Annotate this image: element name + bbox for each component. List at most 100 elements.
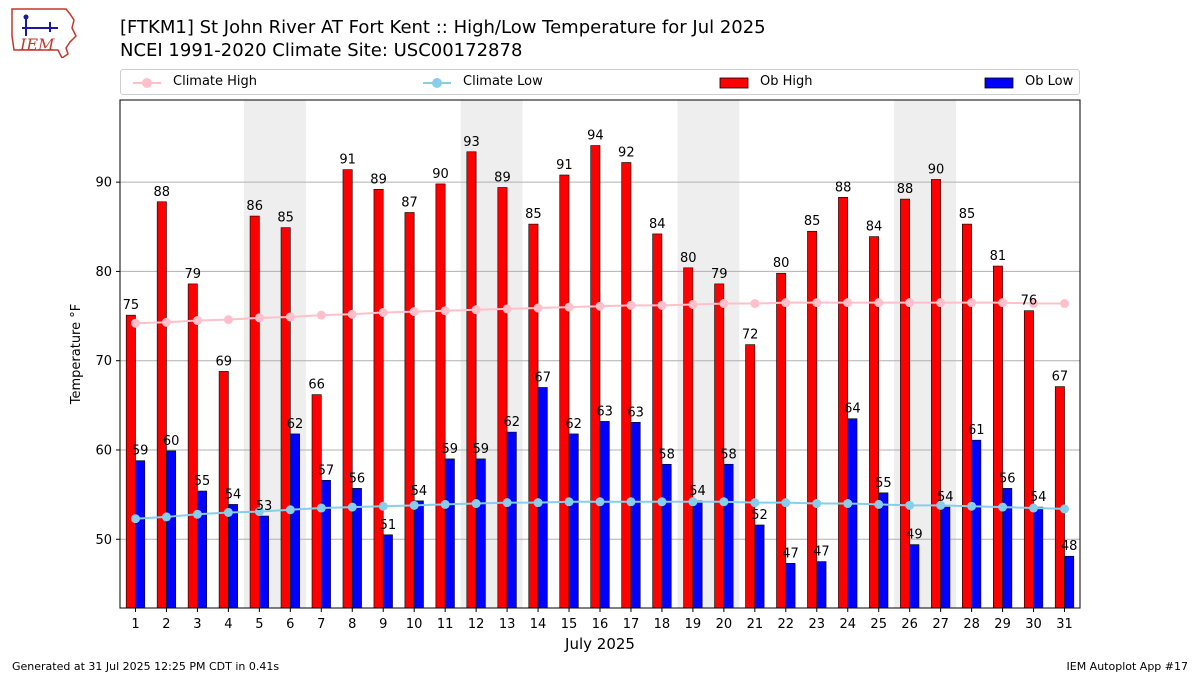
x-tick-label: 1 bbox=[131, 617, 139, 632]
climate-low-point bbox=[471, 499, 481, 509]
climate-low-point bbox=[719, 497, 729, 507]
climate-high-point bbox=[843, 298, 853, 308]
legend-label-climate-low: Climate Low bbox=[463, 74, 543, 89]
ob-high-label: 84 bbox=[649, 217, 666, 232]
ob-high-label: 80 bbox=[680, 251, 697, 266]
ob-low-label: 47 bbox=[782, 546, 799, 561]
ob-high-label: 79 bbox=[711, 267, 728, 282]
ob-high-label: 89 bbox=[370, 172, 387, 187]
ob-high-label: 93 bbox=[463, 135, 480, 150]
ob-high-label: 90 bbox=[928, 162, 945, 177]
ob-low-label: 63 bbox=[627, 405, 644, 420]
ob-low-label: 48 bbox=[1061, 539, 1078, 554]
ob-low-bar bbox=[197, 490, 208, 609]
ob-low-label: 60 bbox=[163, 434, 180, 449]
ob-low-bar bbox=[413, 500, 424, 609]
ob-high-label: 92 bbox=[618, 145, 635, 160]
chart-subtitle: NCEI 1991-2020 Climate Site: USC00172878 bbox=[120, 40, 523, 61]
ob-low-label: 57 bbox=[318, 463, 335, 478]
ob-high-label: 84 bbox=[866, 220, 883, 235]
climate-high-point bbox=[347, 309, 357, 319]
x-tick-label: 27 bbox=[932, 617, 949, 632]
climate-low-point bbox=[409, 500, 419, 510]
ob-low-label: 52 bbox=[751, 508, 768, 523]
x-tick-label: 8 bbox=[348, 617, 356, 632]
legend: Climate High Climate Low Ob High Ob Low bbox=[120, 69, 1080, 95]
y-axis-label: Temperature °F bbox=[69, 304, 84, 405]
y-tick-label: 70 bbox=[95, 354, 112, 369]
ob-low-label: 47 bbox=[813, 545, 830, 560]
climate-high-point bbox=[502, 304, 512, 314]
y-tick-label: 50 bbox=[95, 533, 112, 548]
ob-high-bar bbox=[745, 344, 756, 609]
climate-high-point bbox=[750, 299, 760, 309]
climate-high-point bbox=[316, 310, 326, 320]
climate-high-point bbox=[223, 315, 233, 325]
climate-low-point bbox=[967, 501, 977, 511]
climate-low-point bbox=[161, 512, 171, 522]
ob-low-bar bbox=[909, 544, 920, 609]
ob-low-label: 62 bbox=[565, 417, 582, 432]
ob-high-label: 94 bbox=[587, 129, 604, 144]
ob-low-bar bbox=[940, 506, 951, 609]
ob-low-label: 54 bbox=[411, 484, 428, 499]
climate-high-point bbox=[409, 307, 419, 317]
climate-high-point bbox=[719, 299, 729, 309]
ob-high-bar bbox=[249, 215, 260, 609]
ob-high-legend-key bbox=[719, 77, 749, 89]
climate-low-point bbox=[781, 498, 791, 508]
ob-low-label: 55 bbox=[194, 474, 211, 489]
climate-low-point bbox=[1029, 503, 1039, 513]
ob-high-label: 76 bbox=[1021, 294, 1038, 309]
ob-high-bar bbox=[1054, 386, 1065, 609]
ob-low-bar bbox=[630, 421, 641, 609]
ob-high-bar bbox=[683, 267, 694, 609]
climate-high-point bbox=[998, 298, 1008, 308]
climate-low-point bbox=[254, 507, 264, 517]
ob-low-legend-key bbox=[984, 77, 1014, 89]
footer-generated-note: Generated at 31 Jul 2025 12:25 PM CDT in… bbox=[12, 660, 280, 673]
climate-low-point bbox=[130, 514, 140, 524]
x-tick-label: 10 bbox=[406, 617, 423, 632]
climate-high-point bbox=[564, 302, 574, 312]
x-tick-label: 31 bbox=[1056, 617, 1073, 632]
ob-low-bar bbox=[228, 504, 238, 609]
ob-low-bar bbox=[785, 563, 796, 609]
y-tick-label: 60 bbox=[95, 443, 112, 458]
ob-high-label: 80 bbox=[773, 256, 790, 271]
ob-high-bar bbox=[992, 265, 1003, 609]
x-tick-label: 21 bbox=[747, 617, 764, 632]
x-tick-label: 23 bbox=[809, 617, 826, 632]
x-tick-label: 17 bbox=[623, 617, 640, 632]
ob-high-label: 88 bbox=[835, 180, 852, 195]
ob-high-label: 67 bbox=[1052, 370, 1069, 385]
x-tick-label: 4 bbox=[224, 617, 232, 632]
ob-low-label: 54 bbox=[937, 490, 954, 505]
climate-high-point bbox=[905, 298, 915, 308]
ob-low-label: 54 bbox=[1030, 490, 1047, 505]
ob-low-bar bbox=[444, 458, 455, 609]
x-tick-label: 19 bbox=[685, 617, 702, 632]
ob-high-bar bbox=[187, 283, 198, 609]
x-tick-label: 11 bbox=[437, 617, 454, 632]
iem-logo: IEM bbox=[8, 6, 80, 60]
ob-high-bar bbox=[435, 183, 446, 609]
ob-high-bar bbox=[931, 179, 941, 609]
chart-title: [FTKM1] St John River AT Fort Kent :: Hi… bbox=[120, 17, 766, 38]
ob-low-bar bbox=[475, 458, 486, 609]
ob-high-label: 91 bbox=[556, 158, 573, 173]
ob-low-label: 49 bbox=[906, 528, 923, 543]
ob-low-label: 62 bbox=[503, 415, 520, 430]
ob-high-bar bbox=[652, 233, 663, 609]
ob-high-bar bbox=[559, 174, 570, 609]
climate-low-point bbox=[502, 498, 512, 508]
climate-low-point bbox=[936, 500, 946, 510]
climate-low-point bbox=[998, 502, 1008, 512]
climate-low-point bbox=[440, 499, 450, 509]
ob-high-bar bbox=[714, 283, 725, 609]
x-tick-label: 9 bbox=[379, 617, 387, 632]
climate-high-point bbox=[130, 318, 140, 328]
climate-high-point bbox=[285, 312, 295, 322]
x-tick-label: 30 bbox=[1025, 617, 1042, 632]
ob-low-bar bbox=[1064, 555, 1075, 609]
